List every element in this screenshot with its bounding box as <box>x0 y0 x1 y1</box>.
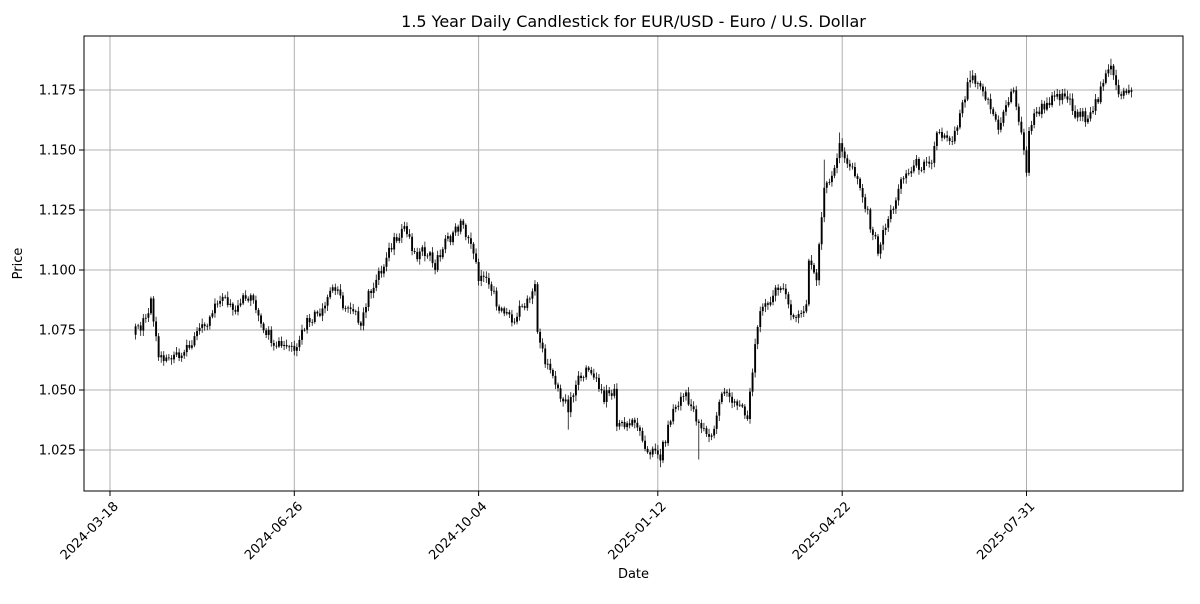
axis-tick-marks <box>79 89 1027 496</box>
y-tick-label: 1.075 <box>39 324 76 339</box>
y-tick-label: 1.100 <box>39 264 76 279</box>
gridlines <box>84 36 1183 491</box>
plot-border <box>83 35 1184 492</box>
x-axis-label: Date <box>618 567 649 582</box>
y-axis-label: Price <box>11 248 26 280</box>
candlestick-series <box>134 58 1133 468</box>
y-tick-label: 1.150 <box>39 144 76 159</box>
tick-marks-path <box>79 89 1027 496</box>
chart-title: 1.5 Year Daily Candlestick for EUR/USD -… <box>401 12 866 31</box>
y-tick-label: 1.025 <box>39 444 76 459</box>
y-tick-label: 1.125 <box>39 204 76 219</box>
y-tick-label: 1.050 <box>39 384 76 399</box>
grid-path <box>84 36 1183 491</box>
y-tick-label: 1.175 <box>39 84 76 99</box>
